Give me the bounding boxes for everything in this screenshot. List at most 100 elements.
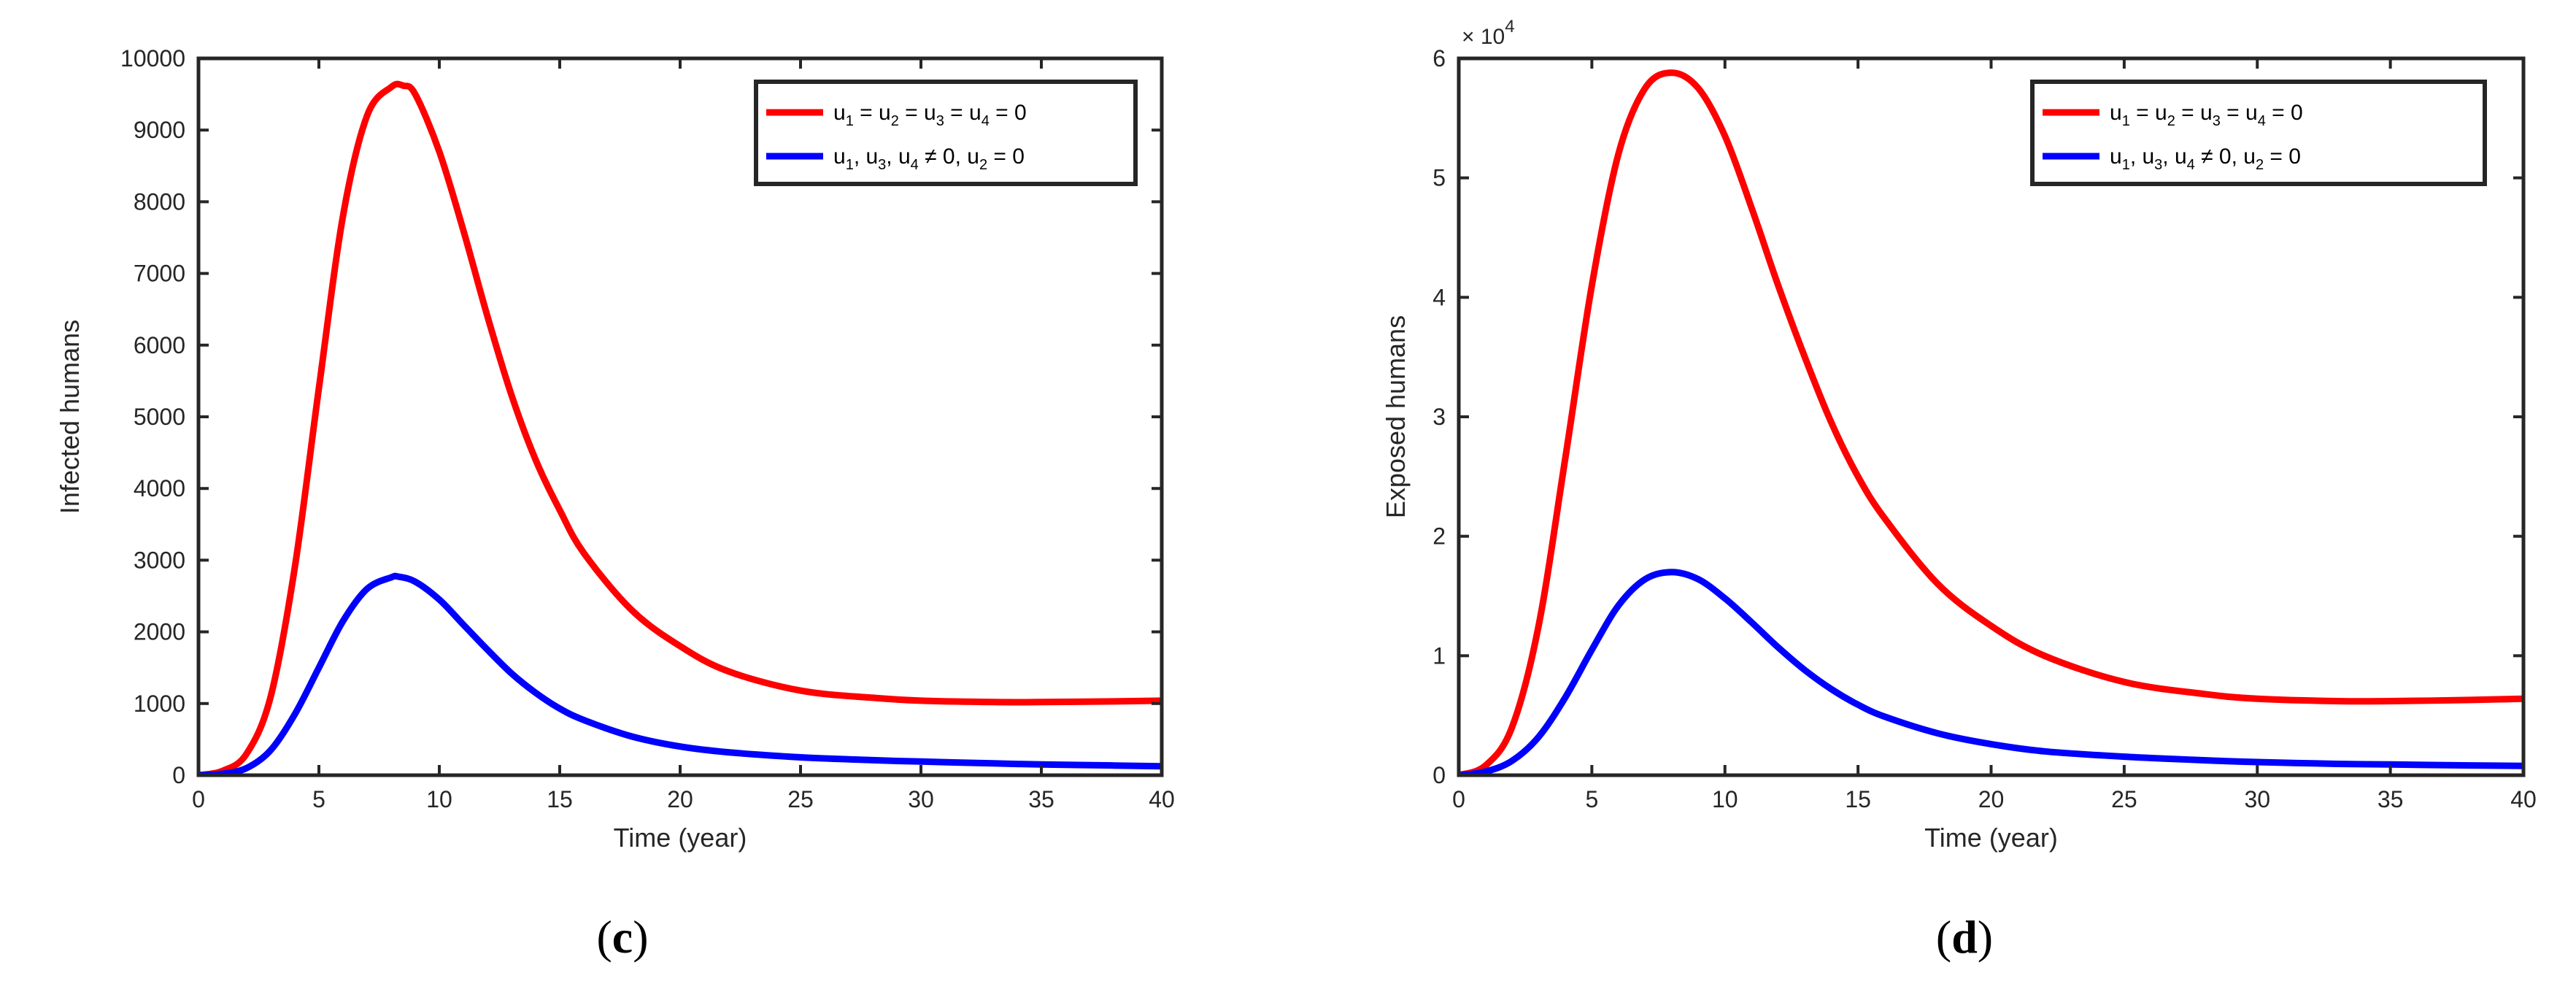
legend-subscript: 1 <box>846 113 854 129</box>
legend-subscript: 4 <box>982 113 990 129</box>
y-tick-label: 5000 <box>134 404 185 430</box>
legend-text: , u <box>854 145 878 169</box>
legend-text: = u <box>2221 101 2258 125</box>
legend-text: ≠ 0, u <box>919 145 979 169</box>
legend-text: = 0 <box>990 101 1027 125</box>
legend-text: = 0 <box>987 145 1025 169</box>
y-tick-label: 4 <box>1432 284 1446 310</box>
y-tick-label: 2000 <box>134 619 185 645</box>
y-tick-label: 9000 <box>134 117 185 143</box>
x-tick-label: 35 <box>2378 786 2404 812</box>
series-line-red <box>198 80 1162 775</box>
panel-letter: c <box>612 911 633 963</box>
legend-label: u1, u3, u4 ≠ 0, u2 = 0 <box>833 145 1025 173</box>
legend-subscript: 3 <box>2154 157 2162 173</box>
legend-text: = 0 <box>2264 145 2301 169</box>
series-line-red <box>1459 69 2523 775</box>
panel-paren-close: ) <box>1978 911 1993 963</box>
panel-paren-open: ( <box>596 911 612 963</box>
y-tick-label: 4000 <box>134 475 185 501</box>
legend-text: , u <box>2130 145 2154 169</box>
legend-box <box>754 80 1138 186</box>
legend-subscript: 4 <box>2187 157 2195 173</box>
y-tick-label: 0 <box>172 762 185 788</box>
x-tick-label: 25 <box>2111 786 2137 812</box>
legend-text: , u <box>2162 145 2186 169</box>
y-tick-label: 1 <box>1432 642 1446 669</box>
legend-entry: u1 = u2 = u3 = u4 = 0 <box>766 101 1027 129</box>
legend-box <box>2030 80 2487 186</box>
legend-text: , u <box>886 145 910 169</box>
x-tick-label: 30 <box>908 786 934 812</box>
x-tick-label: 40 <box>1149 786 1175 812</box>
y-tick-label: 5 <box>1432 165 1446 191</box>
y-axis-label: Infected humans <box>55 320 85 514</box>
legend-subscript: 2 <box>891 113 899 129</box>
x-tick-label: 15 <box>547 786 573 812</box>
x-tick-label: 15 <box>1845 786 1871 812</box>
panel-paren-open: ( <box>1936 911 1951 963</box>
legend-subscript: 4 <box>911 157 919 173</box>
legend-text: = u <box>2175 101 2213 125</box>
legend-text: ≠ 0, u <box>2195 145 2256 169</box>
x-tick-label: 0 <box>1452 786 1465 812</box>
legend-subscript: 2 <box>2256 157 2264 173</box>
legend-text: = u <box>2130 101 2167 125</box>
legend: u1 = u2 = u3 = u4 = 0u1, u3, u4 ≠ 0, u2 … <box>754 80 1138 186</box>
chart-panel-c: 0 5 10 15 20 25 30 35 40 0 1000 2000 3000 4000 5000 600… <box>55 45 1175 963</box>
x-tick-label: 5 <box>1585 786 1598 812</box>
legend-subscript: 1 <box>2122 157 2130 173</box>
legend-text: = 0 <box>2266 101 2303 125</box>
x-axis-label: Time (year) <box>1924 823 2058 853</box>
y-tick-label: 3 <box>1432 404 1446 430</box>
legend-text: = u <box>944 101 982 125</box>
y-multiplier-base: × 10 <box>1462 25 1505 49</box>
legend-text: u <box>2110 101 2122 125</box>
x-tick-label: 10 <box>1712 786 1738 812</box>
legend-label: u1 = u2 = u3 = u4 = 0 <box>833 101 1027 129</box>
y-axis-label: Exposed humans <box>1381 315 1411 518</box>
y-tick-label: 10000 <box>120 45 185 72</box>
x-tick-label: 5 <box>312 786 325 812</box>
panel-paren-close: ) <box>633 911 648 963</box>
legend-text: u <box>833 101 846 125</box>
panel-label: (d) <box>1936 911 1993 963</box>
legend-entry: u1, u3, u4 ≠ 0, u2 = 0 <box>2043 145 2301 173</box>
legend-subscript: 3 <box>878 157 886 173</box>
legend-text: = u <box>854 101 891 125</box>
series-line-blue <box>198 572 1162 775</box>
legend-subscript: 2 <box>2167 113 2175 129</box>
x-tick-label: 20 <box>1978 786 2005 812</box>
legend-text: = u <box>899 101 936 125</box>
legend-label: u1 = u2 = u3 = u4 = 0 <box>2110 101 2303 129</box>
y-tick-label: 2 <box>1432 523 1446 550</box>
y-tick-label: 8000 <box>134 188 185 215</box>
x-tick-label: 25 <box>787 786 814 812</box>
y-tick-label: 1000 <box>134 691 185 717</box>
legend-text: u <box>2110 145 2122 169</box>
y-tick-label: 6000 <box>134 332 185 358</box>
legend-label: u1, u3, u4 ≠ 0, u2 = 0 <box>2110 145 2301 173</box>
y-tick-label: 0 <box>1432 762 1446 788</box>
legend-entry: u1, u3, u4 ≠ 0, u2 = 0 <box>766 145 1025 173</box>
y-multiplier: × 104 <box>1462 17 1515 49</box>
series-line-blue <box>1459 569 2523 775</box>
x-tick-label: 20 <box>667 786 693 812</box>
x-tick-label: 40 <box>2510 786 2537 812</box>
panel-letter: d <box>1951 911 1978 963</box>
x-tick-label: 0 <box>192 786 205 812</box>
x-axis-label: Time (year) <box>614 823 747 853</box>
y-multiplier-exponent: 4 <box>1505 17 1514 36</box>
legend: u1 = u2 = u3 = u4 = 0u1, u3, u4 ≠ 0, u2 … <box>2030 80 2487 186</box>
y-tick-label: 6 <box>1432 45 1446 72</box>
legend-subscript: 1 <box>2122 113 2130 129</box>
legend-subscript: 1 <box>846 157 854 173</box>
legend-subscript: 3 <box>2213 113 2221 129</box>
legend-entry: u1 = u2 = u3 = u4 = 0 <box>2043 101 2303 129</box>
x-tick-label: 10 <box>426 786 452 812</box>
x-tick-label: 30 <box>2244 786 2270 812</box>
y-tick-label: 3000 <box>134 547 185 573</box>
legend-subscript: 4 <box>2258 113 2266 129</box>
